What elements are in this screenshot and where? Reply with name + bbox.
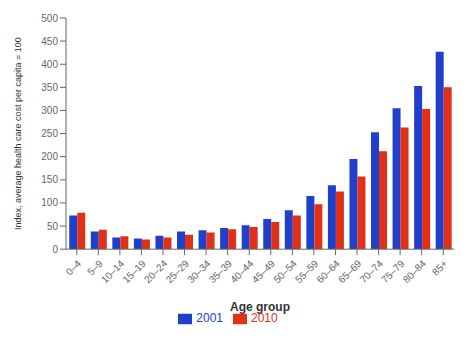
svg-text:0–4: 0–4 bbox=[64, 258, 84, 278]
svg-text:250: 250 bbox=[41, 128, 58, 139]
svg-text:50–54: 50–54 bbox=[271, 258, 299, 286]
html-text:2001: 2001 bbox=[196, 311, 223, 326]
svg-text:40–44: 40–44 bbox=[228, 258, 256, 286]
svg-text:25–29: 25–29 bbox=[164, 258, 192, 286]
svg-text:55–59: 55–59 bbox=[293, 258, 321, 286]
svg-text:100: 100 bbox=[41, 197, 58, 208]
svg-text:20–24: 20–24 bbox=[142, 258, 170, 286]
svg-text:5–9: 5–9 bbox=[85, 257, 105, 278]
svg-text:10–14: 10–14 bbox=[99, 258, 127, 286]
svg-text:60–64: 60–64 bbox=[314, 258, 342, 286]
svg-text:150: 150 bbox=[41, 174, 58, 185]
svg-text:350: 350 bbox=[41, 82, 58, 93]
svg-text:75–79: 75–79 bbox=[379, 258, 407, 286]
html-text:2010: 2010 bbox=[251, 311, 278, 326]
svg-text:300: 300 bbox=[41, 105, 58, 116]
svg-text:65–69: 65–69 bbox=[336, 258, 364, 286]
svg-text:35–39: 35–39 bbox=[207, 258, 235, 286]
svg-text:Age group: Age group bbox=[230, 300, 290, 314]
svg-text:15–19: 15–19 bbox=[120, 258, 148, 286]
svg-text:70–74: 70–74 bbox=[358, 258, 386, 286]
svg-text:80–84: 80–84 bbox=[401, 258, 429, 286]
svg-text:30–34: 30–34 bbox=[185, 258, 213, 286]
svg-text:Index, average health care cos: Index, average health care cost per capi… bbox=[13, 37, 23, 230]
svg-text:85+: 85+ bbox=[430, 258, 450, 278]
svg-text:0: 0 bbox=[52, 244, 58, 255]
svg-text:450: 450 bbox=[41, 36, 58, 47]
svg-text:45–49: 45–49 bbox=[250, 258, 278, 286]
svg-text:200: 200 bbox=[41, 151, 58, 162]
svg-text:50: 50 bbox=[47, 221, 59, 232]
svg-text:500: 500 bbox=[41, 13, 58, 24]
svg-text:400: 400 bbox=[41, 59, 58, 70]
